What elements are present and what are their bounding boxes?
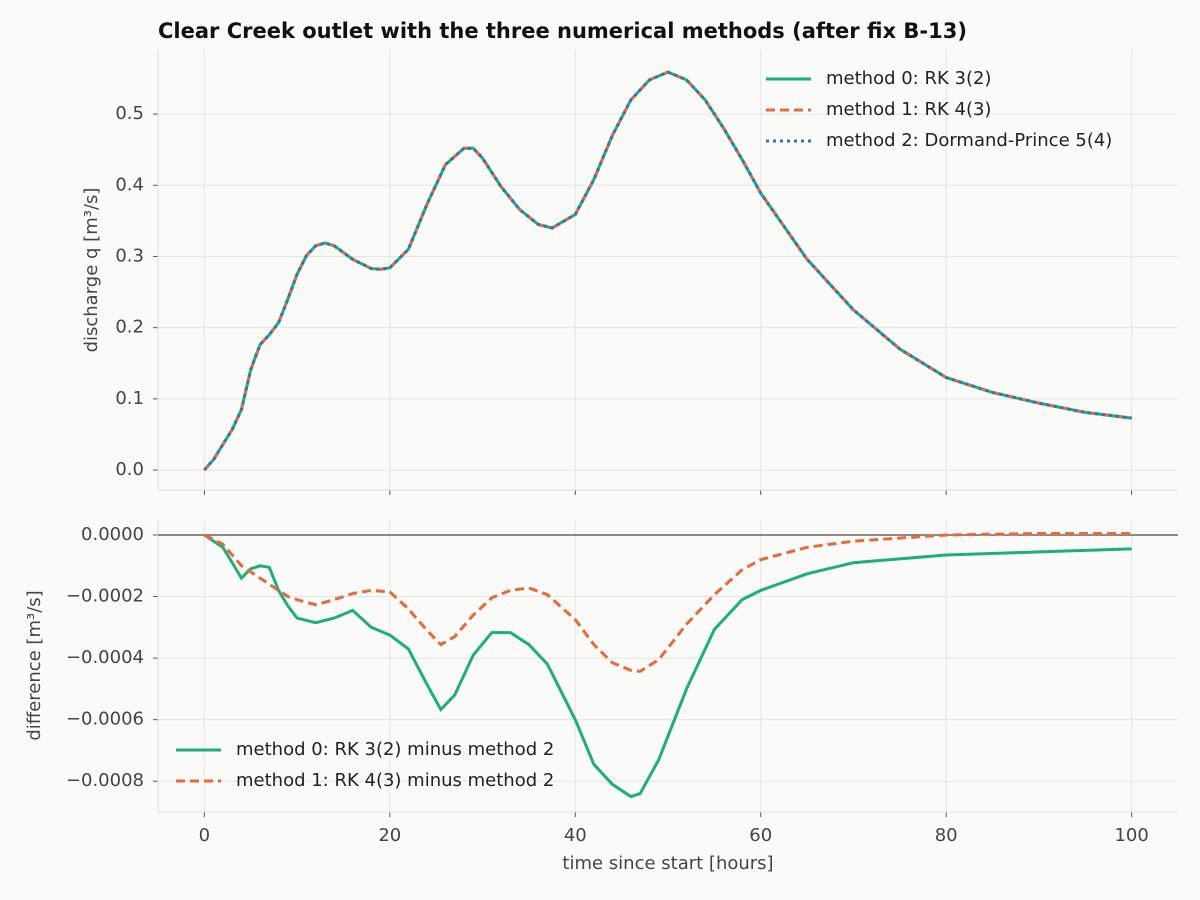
y-tick-label: 0.2 [115, 317, 144, 338]
x-tick-label: 20 [378, 825, 401, 846]
y-tick-label: −0.0006 [66, 709, 144, 730]
y-tick-label: −0.0008 [66, 770, 144, 791]
y-tick-label: 0.4 [115, 174, 144, 195]
y-axis-label: discharge q [m³/s] [81, 188, 102, 353]
x-tick-label: 80 [935, 825, 958, 846]
chart-title: Clear Creek outlet with the three numeri… [158, 19, 967, 43]
x-tick-label: 60 [749, 825, 772, 846]
y-tick-label: 0.0 [115, 459, 144, 480]
legend-label: method 1: RK 4(3) [826, 99, 991, 120]
legend-label: method 0: RK 3(2) minus method 2 [236, 739, 554, 760]
legend-label: method 2: Dormand-Prince 5(4) [826, 130, 1112, 151]
legend-label: method 1: RK 4(3) minus method 2 [236, 770, 554, 791]
y-tick-label: 0.1 [115, 388, 144, 409]
y-tick-label: −0.0002 [66, 586, 144, 607]
y-tick-label: −0.0004 [66, 647, 144, 668]
x-tick-label: 0 [199, 825, 210, 846]
data-line [203, 70, 1132, 472]
x-axis-label: time since start [hours] [562, 853, 773, 874]
data-line [203, 531, 1132, 673]
y-axis-label: difference [m³/s] [24, 590, 45, 740]
legend-label: method 0: RK 3(2) [826, 68, 991, 89]
y-tick-label: 0.3 [115, 245, 144, 266]
y-tick-label: 0.5 [115, 103, 144, 124]
x-tick-label: 100 [1114, 825, 1148, 846]
x-tick-label: 40 [564, 825, 587, 846]
data-line [203, 533, 1132, 799]
y-tick-label: 0.0000 [81, 524, 144, 545]
